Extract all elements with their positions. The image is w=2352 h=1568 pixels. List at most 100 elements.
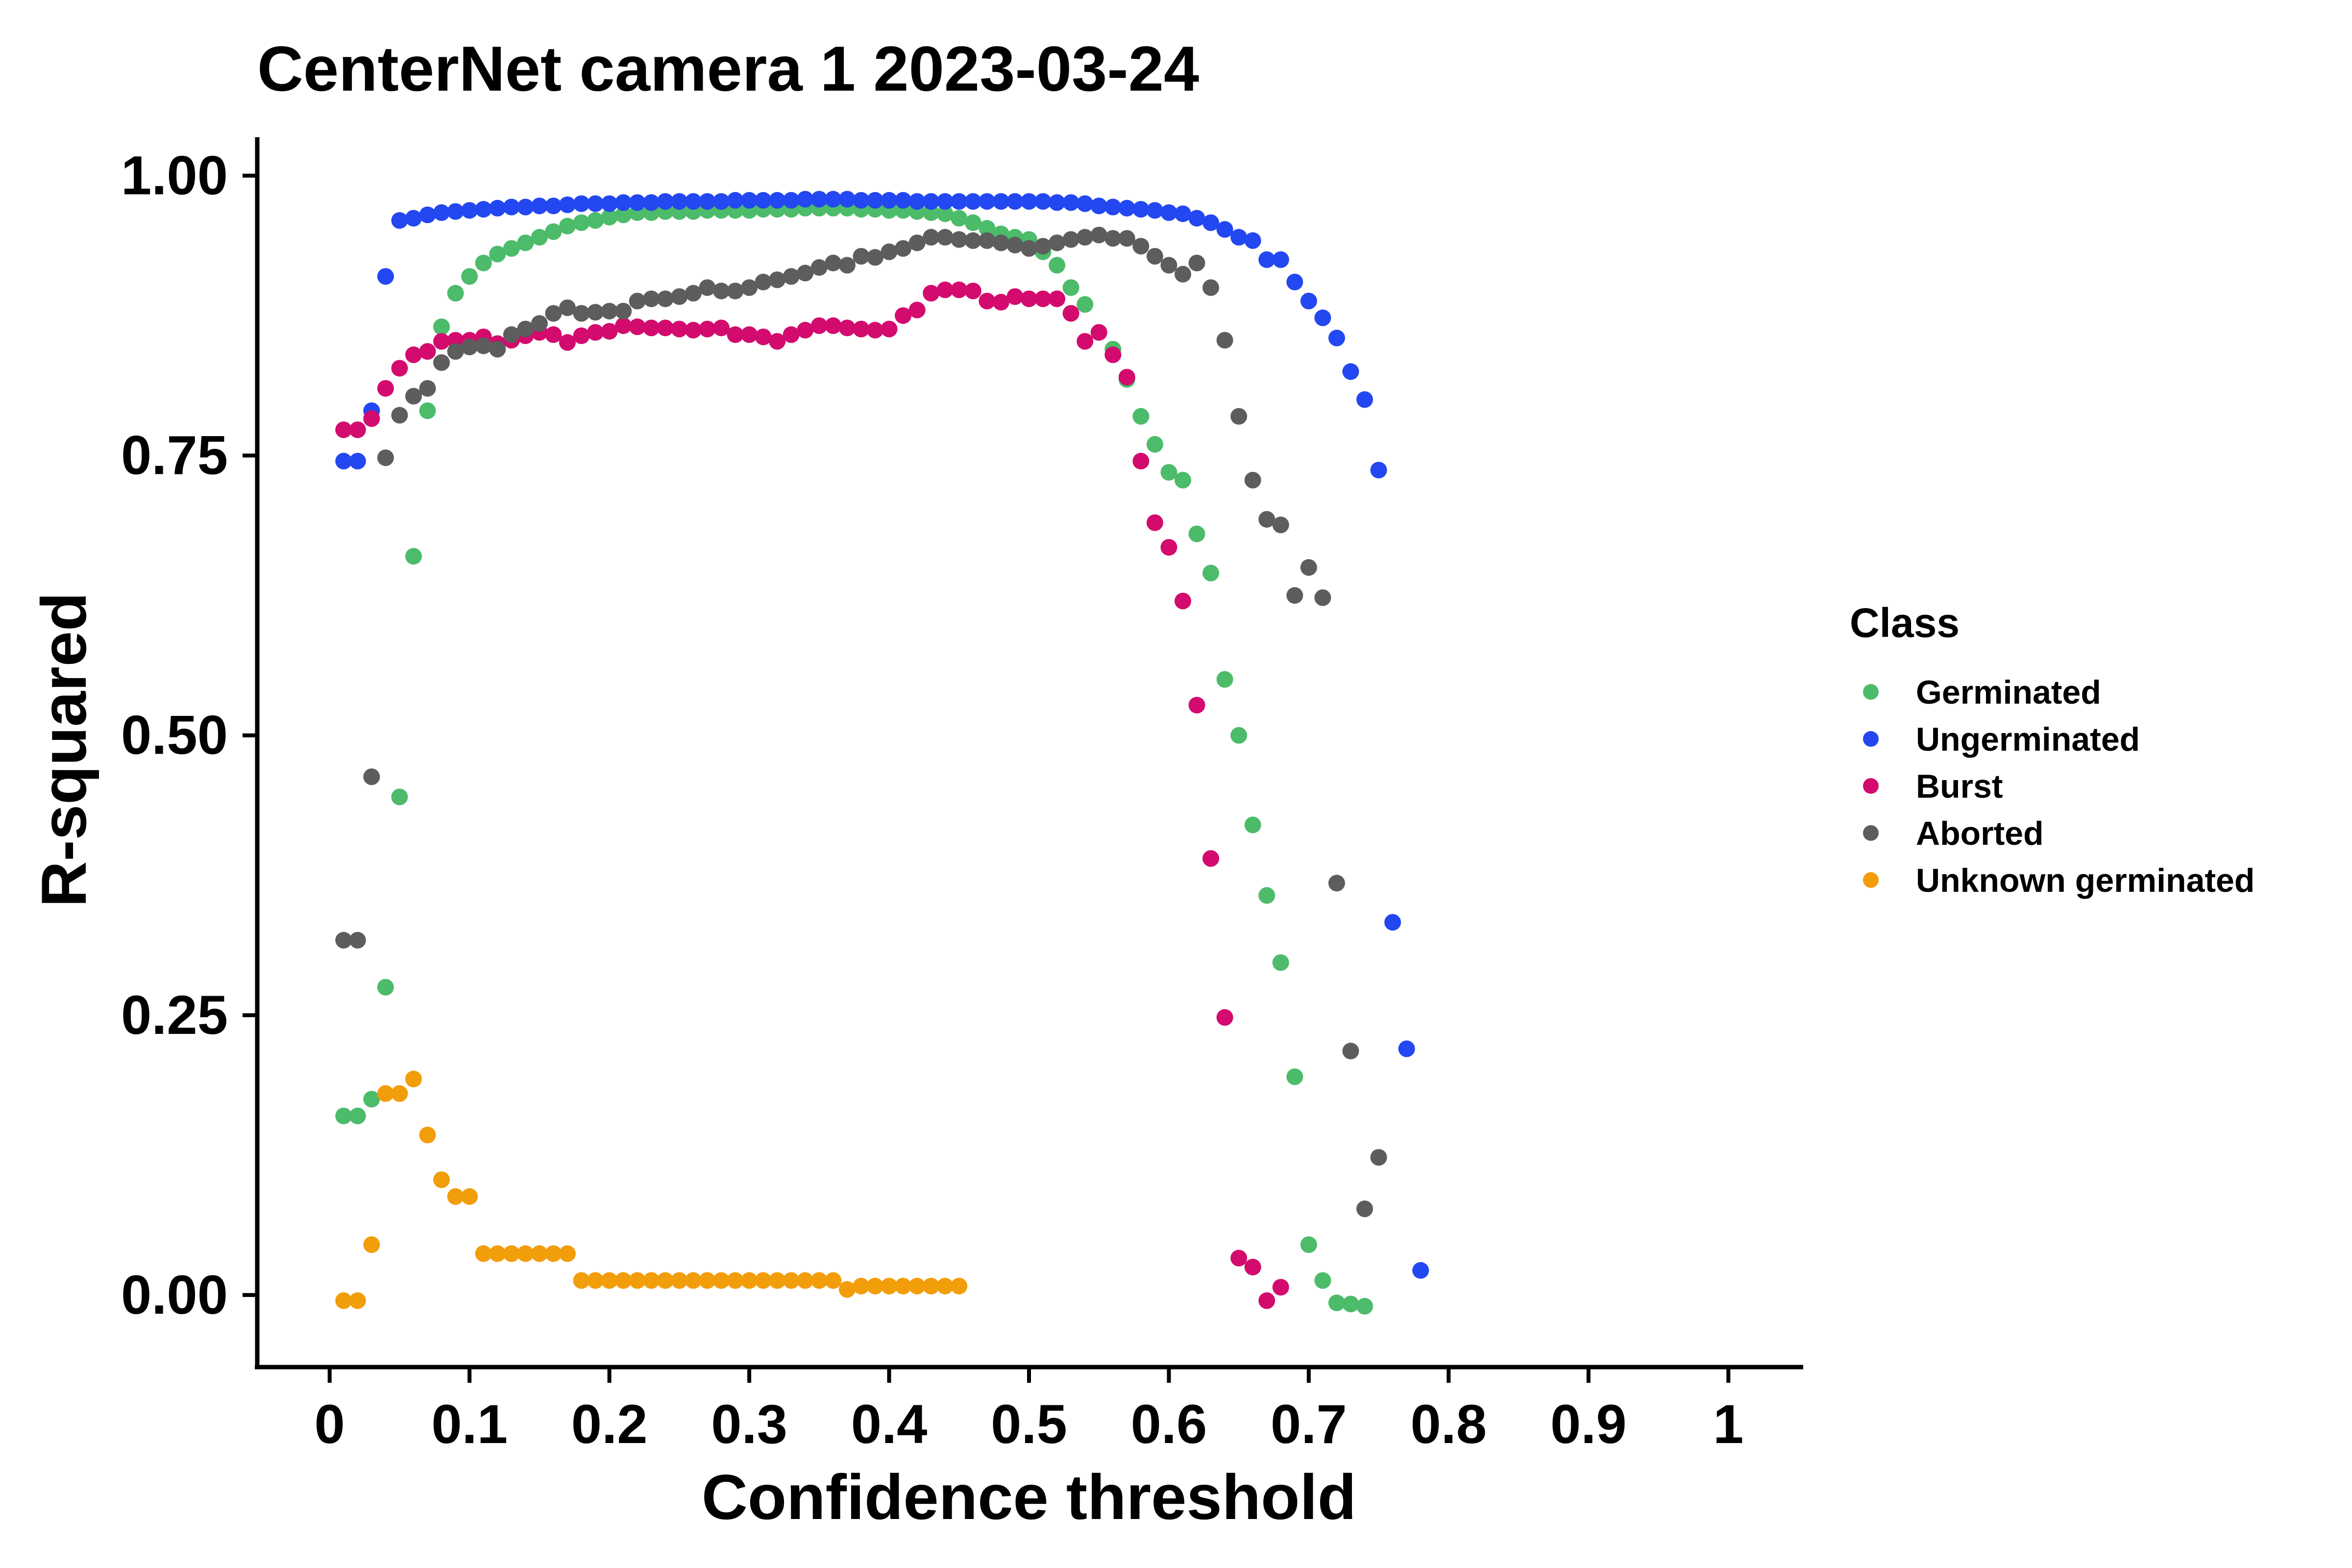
data-point (1188, 697, 1205, 714)
data-point (838, 257, 856, 274)
data-point (881, 192, 898, 209)
data-point (1202, 850, 1220, 867)
data-point (783, 192, 800, 209)
y-axis-ticks: 0.00 0.25 0.50 0.75 1.00 (121, 145, 257, 1325)
data-point (1049, 257, 1066, 274)
data-point (1160, 257, 1177, 274)
data-point (433, 1171, 450, 1188)
data-point (601, 209, 618, 226)
data-point (1356, 1200, 1373, 1218)
data-point (1272, 251, 1289, 268)
data-point (992, 234, 1009, 251)
data-point (419, 206, 436, 223)
data-point (1244, 816, 1261, 833)
data-point (335, 1292, 352, 1309)
data-point (1104, 346, 1122, 364)
data-point (951, 231, 968, 248)
data-point (1118, 230, 1135, 247)
data-point (964, 232, 981, 249)
data-point (936, 205, 954, 222)
data-point (1132, 201, 1150, 218)
series-germinated (335, 199, 1373, 1315)
data-point (629, 318, 646, 335)
data-point (1132, 453, 1150, 470)
data-point (559, 196, 576, 213)
data-point (671, 1272, 688, 1289)
x-tick-label: 0.2 (571, 1394, 648, 1455)
data-point (517, 198, 534, 216)
x-tick-label: 0.3 (711, 1394, 787, 1455)
data-point (531, 315, 548, 332)
data-point (1188, 525, 1205, 542)
data-point (531, 197, 548, 215)
data-point (1230, 229, 1248, 246)
data-point (1132, 238, 1150, 255)
data-point (377, 268, 394, 285)
data-point (951, 193, 968, 210)
data-point (349, 1107, 366, 1125)
data-point (727, 192, 744, 209)
data-point (461, 1188, 478, 1205)
data-point (657, 1272, 674, 1289)
data-point (1314, 1272, 1331, 1289)
data-point (615, 194, 632, 211)
data-point (951, 281, 968, 298)
data-point (1202, 279, 1220, 296)
data-point (643, 290, 660, 307)
data-point (699, 193, 716, 210)
data-point (727, 1272, 744, 1289)
data-point (867, 321, 883, 339)
legend-key (1863, 731, 1879, 747)
data-point (503, 326, 520, 343)
data-point (1286, 587, 1303, 604)
data-point (1146, 514, 1163, 531)
data-point (489, 199, 506, 217)
data-point (615, 206, 632, 223)
data-point (895, 240, 912, 257)
data-point (1356, 1298, 1373, 1315)
data-point (923, 285, 940, 302)
data-point (517, 234, 534, 251)
data-point (810, 191, 828, 208)
data-point (741, 1272, 758, 1289)
data-point (685, 193, 702, 210)
data-point (923, 193, 940, 210)
legend-label: Ungerminated (1916, 721, 2140, 758)
data-point (1077, 229, 1094, 246)
data-point (951, 210, 968, 227)
data-point (1258, 251, 1275, 268)
data-point (545, 305, 562, 322)
legend-key (1863, 684, 1879, 700)
data-point (741, 326, 758, 343)
data-point (755, 192, 772, 209)
data-point (699, 1272, 716, 1289)
data-point (349, 1292, 366, 1309)
data-point (1286, 1068, 1303, 1085)
data-point (1077, 296, 1094, 313)
data-point (1175, 266, 1191, 283)
data-point (908, 301, 926, 318)
data-point (810, 317, 828, 334)
data-point (1370, 462, 1387, 479)
data-point (713, 282, 730, 299)
data-point (573, 327, 590, 344)
data-point (489, 245, 506, 263)
x-tick-label: 0.1 (431, 1394, 508, 1455)
data-point (1090, 324, 1107, 341)
data-point (1049, 234, 1066, 251)
data-point (1021, 290, 1037, 307)
data-point (979, 293, 996, 310)
data-point (1230, 1250, 1248, 1267)
data-point (1175, 592, 1191, 610)
data-point (1216, 221, 1233, 238)
data-point (1118, 368, 1135, 386)
data-point (951, 1277, 968, 1295)
data-point (853, 248, 870, 265)
data-point (517, 320, 534, 338)
data-point (419, 343, 436, 360)
data-point (825, 254, 842, 271)
data-point (601, 323, 618, 340)
data-point (377, 979, 394, 996)
data-point (1146, 202, 1163, 219)
